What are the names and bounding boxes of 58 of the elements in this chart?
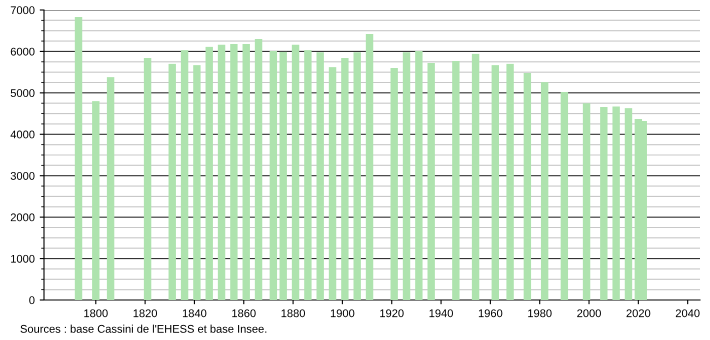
source-note: Sources : base Cassini de l'EHESS et base Insee.	[20, 324, 266, 333]
y-tick-label: 0	[29, 296, 35, 304]
y-tick-label: 6000	[10, 48, 35, 56]
bar	[390, 68, 398, 300]
bar	[316, 52, 324, 300]
bar	[92, 101, 100, 300]
x-tick-label: 2020	[626, 309, 650, 318]
y-tick-label: 4000	[10, 130, 35, 138]
x-tick-label: 1920	[380, 309, 404, 318]
bar	[144, 58, 152, 300]
bar	[254, 39, 262, 300]
y-tick-label: 1000	[11, 254, 35, 263]
bar	[292, 44, 300, 300]
bar	[492, 65, 500, 300]
bar	[612, 106, 620, 300]
bar	[560, 92, 568, 300]
bar	[180, 50, 188, 300]
x-tick-label: 1880	[282, 309, 306, 318]
bar	[304, 50, 312, 300]
bar	[540, 82, 548, 300]
x-tick-label: 1980	[528, 309, 552, 318]
bar	[280, 52, 287, 300]
bar	[74, 17, 82, 300]
bar	[415, 51, 423, 300]
y-tick-label: 2000	[10, 213, 35, 222]
bar	[106, 77, 114, 300]
bar	[600, 106, 608, 300]
bar	[354, 52, 361, 300]
bar	[168, 64, 176, 300]
bar	[582, 103, 590, 300]
bar	[193, 65, 201, 300]
x-tick-label: 2000	[577, 309, 601, 318]
bar	[218, 44, 226, 300]
y-tick-label: 7000	[10, 6, 35, 14]
bar	[206, 46, 213, 300]
bar	[472, 54, 480, 300]
x-tick-label: 1960	[478, 309, 502, 318]
x-tick-label: 1840	[182, 309, 206, 318]
bar	[427, 63, 435, 300]
bar	[270, 51, 278, 300]
x-tick-label: 2040	[676, 309, 700, 318]
x-tick-label: 1800	[84, 309, 108, 318]
bar	[341, 58, 349, 300]
x-tick-label: 1940	[430, 309, 453, 318]
bar	[452, 60, 460, 300]
bar	[242, 44, 250, 300]
x-tick-label: 1860	[232, 309, 256, 318]
x-tick-label: 1900	[330, 309, 354, 318]
bar	[230, 44, 238, 300]
bar	[366, 34, 374, 300]
bar	[328, 67, 336, 300]
bar	[402, 52, 410, 300]
x-tick-label: 1820	[134, 309, 158, 318]
bar	[624, 108, 632, 300]
bar	[524, 72, 532, 300]
y-tick-label: 3000	[10, 172, 35, 180]
bar	[506, 64, 514, 300]
y-tick-label: 5000	[10, 89, 35, 97]
